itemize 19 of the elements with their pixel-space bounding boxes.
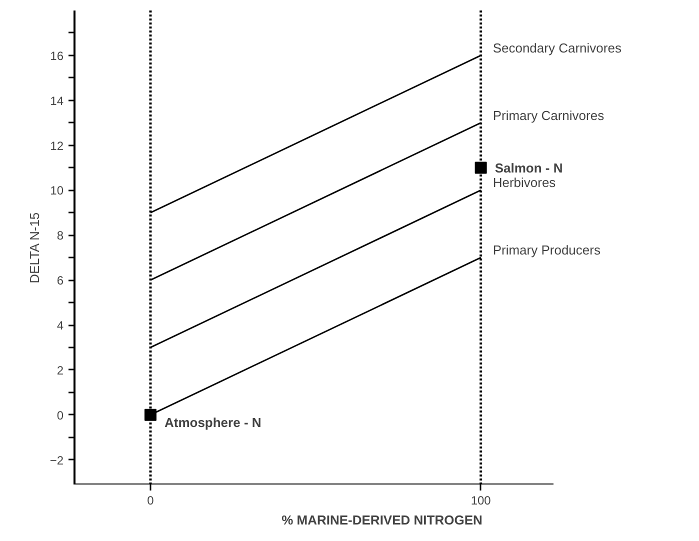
y-tick-label: 14 bbox=[50, 94, 64, 108]
x-axis-title: % MARINE-DERIVED NITROGEN bbox=[282, 512, 482, 528]
series-label: Primary Carnivores bbox=[492, 108, 605, 123]
y-tick-label: 2 bbox=[56, 363, 64, 378]
y-tick-label: 6 bbox=[56, 274, 64, 288]
y-tick-label: 0 bbox=[56, 408, 64, 422]
series-label: Primary Producers bbox=[492, 242, 601, 258]
y-tick-label: 12 bbox=[50, 138, 64, 153]
y-tick-label: 16 bbox=[50, 48, 64, 63]
y-tick-label: 8 bbox=[56, 228, 64, 243]
y-axis-title: DELTA N-15 bbox=[26, 212, 42, 284]
y-tick-label: 10 bbox=[50, 184, 64, 198]
x-tick-label: 100 bbox=[470, 494, 492, 508]
y-tick-label: 4 bbox=[56, 318, 64, 332]
annotation: Salmon - N bbox=[494, 160, 563, 176]
annotation: Atmosphere - N bbox=[164, 414, 262, 430]
series-label: Herbivores bbox=[492, 175, 556, 190]
y-tick-label: −2 bbox=[50, 453, 64, 468]
series-label: Secondary Carnivores bbox=[492, 40, 622, 56]
